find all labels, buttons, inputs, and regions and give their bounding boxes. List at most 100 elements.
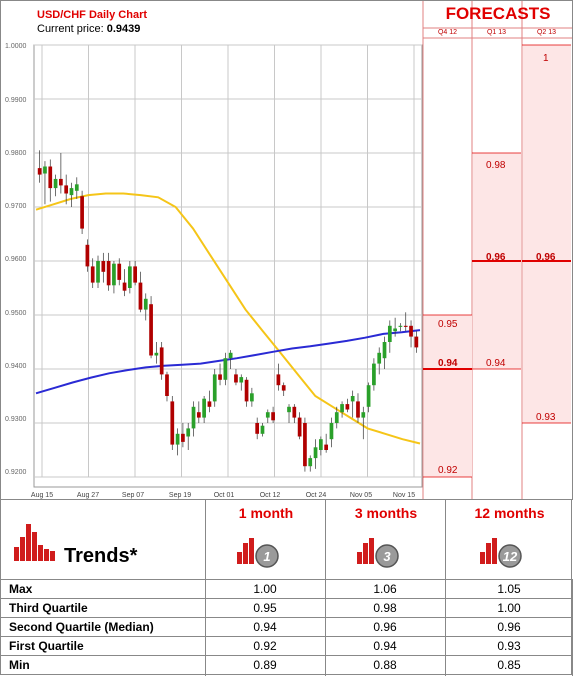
quarter-header-q2: Q2 13 (536, 29, 557, 36)
candle-body (345, 404, 350, 410)
bar-chart-icon (363, 543, 368, 564)
bar-chart-icon (237, 552, 242, 564)
x-tick: Aug 27 (76, 492, 100, 499)
badge-number: 1 (263, 549, 270, 564)
forecast-q1-mid: 0.96 (486, 252, 506, 263)
row-value: 0.88 (373, 658, 397, 672)
candle-body (191, 406, 196, 429)
candle-body (281, 385, 286, 391)
candle-body (122, 282, 127, 291)
candle-body (223, 358, 228, 380)
candle-body (366, 385, 371, 407)
forecast-q2-high: 1 (543, 53, 549, 64)
candle-body (324, 444, 329, 450)
quarter-header-q1: Q1 13 (486, 29, 507, 36)
x-tick: Oct 12 (259, 492, 281, 499)
horizon-icon: 1 (237, 538, 279, 568)
quarter-header-q4: Q4 12 (437, 29, 458, 36)
candle-body (239, 377, 244, 383)
row-value: 0.92 (253, 639, 277, 653)
row-value: 0.85 (497, 658, 521, 672)
x-tick: Oct 24 (305, 492, 327, 499)
candle-body (350, 396, 355, 402)
candle-body (85, 244, 90, 267)
x-tick: Oct 01 (213, 492, 235, 499)
moving-average-lines (35, 192, 421, 445)
candle-body (69, 188, 74, 196)
row-label: Max (9, 582, 33, 596)
candle-body (117, 263, 122, 280)
row-value: 0.89 (253, 658, 277, 672)
candle-body (133, 266, 138, 283)
candle-body (64, 185, 69, 194)
row-value: 0.94 (253, 620, 277, 634)
candle-body (207, 401, 212, 407)
row-value: 1.00 (497, 601, 521, 615)
table-divider (205, 579, 206, 676)
candle-body (276, 374, 281, 386)
trends-label: Trends* (64, 545, 138, 567)
candle-body (196, 412, 201, 418)
y-tick: 0.9300 (5, 416, 27, 423)
forecast-q4-mid: 0.94 (438, 358, 458, 369)
row-value: 1.00 (253, 582, 277, 596)
candle-body (356, 401, 360, 418)
row-value: 1.06 (373, 582, 397, 596)
candle-body (313, 447, 318, 459)
moving-average-line (35, 329, 421, 395)
candle-body (175, 433, 180, 445)
row-label: Third Quartile (9, 601, 88, 615)
candle-body (159, 347, 164, 375)
forecast-range (424, 315, 472, 477)
price-label: Current price: (37, 23, 104, 35)
bar-chart-icon (243, 543, 248, 564)
row-value: 0.95 (253, 601, 277, 615)
y-tick: 0.9400 (5, 363, 27, 370)
x-tick: Sep 07 (121, 492, 145, 499)
bar-chart-icon (480, 552, 485, 564)
forecast-q2-low: 0.93 (536, 412, 556, 423)
candle-body (334, 412, 339, 423)
candle-body (90, 266, 95, 283)
candle-body (228, 352, 233, 359)
table-row: Second Quartile (Median) 0.94 0.96 0.96 (0, 617, 573, 637)
candle-body (265, 412, 270, 418)
row-value: 1.05 (497, 582, 521, 596)
chart-title: USD/CHF Daily Chart (37, 9, 148, 21)
row-value: 0.96 (497, 620, 521, 634)
candle-body (361, 412, 366, 418)
row-label: Min (9, 658, 30, 672)
grid-lines (34, 44, 422, 478)
moving-average-line (35, 192, 421, 445)
horizon-3-months: 3 months (325, 500, 446, 579)
candle-body (127, 266, 132, 288)
table-divider (445, 579, 446, 676)
badge-number: 12 (503, 549, 518, 564)
candle-body (297, 417, 302, 437)
row-label: Second Quartile (Median) (9, 620, 154, 634)
y-tick: 0.9900 (5, 97, 27, 104)
candle-body (74, 184, 79, 191)
candle-body (138, 282, 143, 310)
candle-body (170, 401, 175, 445)
forecast-q1-high: 0.98 (486, 160, 506, 171)
table-row: First Quartile 0.92 0.94 0.93 (0, 636, 573, 656)
forecast-q4-high: 0.95 (438, 319, 458, 330)
trends-header-cell: Trends* (0, 500, 205, 579)
row-label: First Quartile (9, 639, 84, 653)
badge-number: 3 (383, 549, 391, 564)
candle-body (340, 404, 344, 413)
row-value: 0.98 (373, 601, 397, 615)
horizon-label: 1 month (238, 505, 294, 521)
candle-body (271, 412, 275, 421)
candle-body (287, 406, 291, 413)
y-tick: 0.9700 (5, 203, 27, 210)
candles (37, 150, 419, 472)
horizon-12-months: 12 months (445, 500, 573, 579)
table-divider (325, 579, 326, 676)
candle-body (149, 304, 153, 356)
candle-body (250, 393, 254, 402)
candle-body (154, 352, 159, 356)
bar-chart-icon (357, 552, 362, 564)
